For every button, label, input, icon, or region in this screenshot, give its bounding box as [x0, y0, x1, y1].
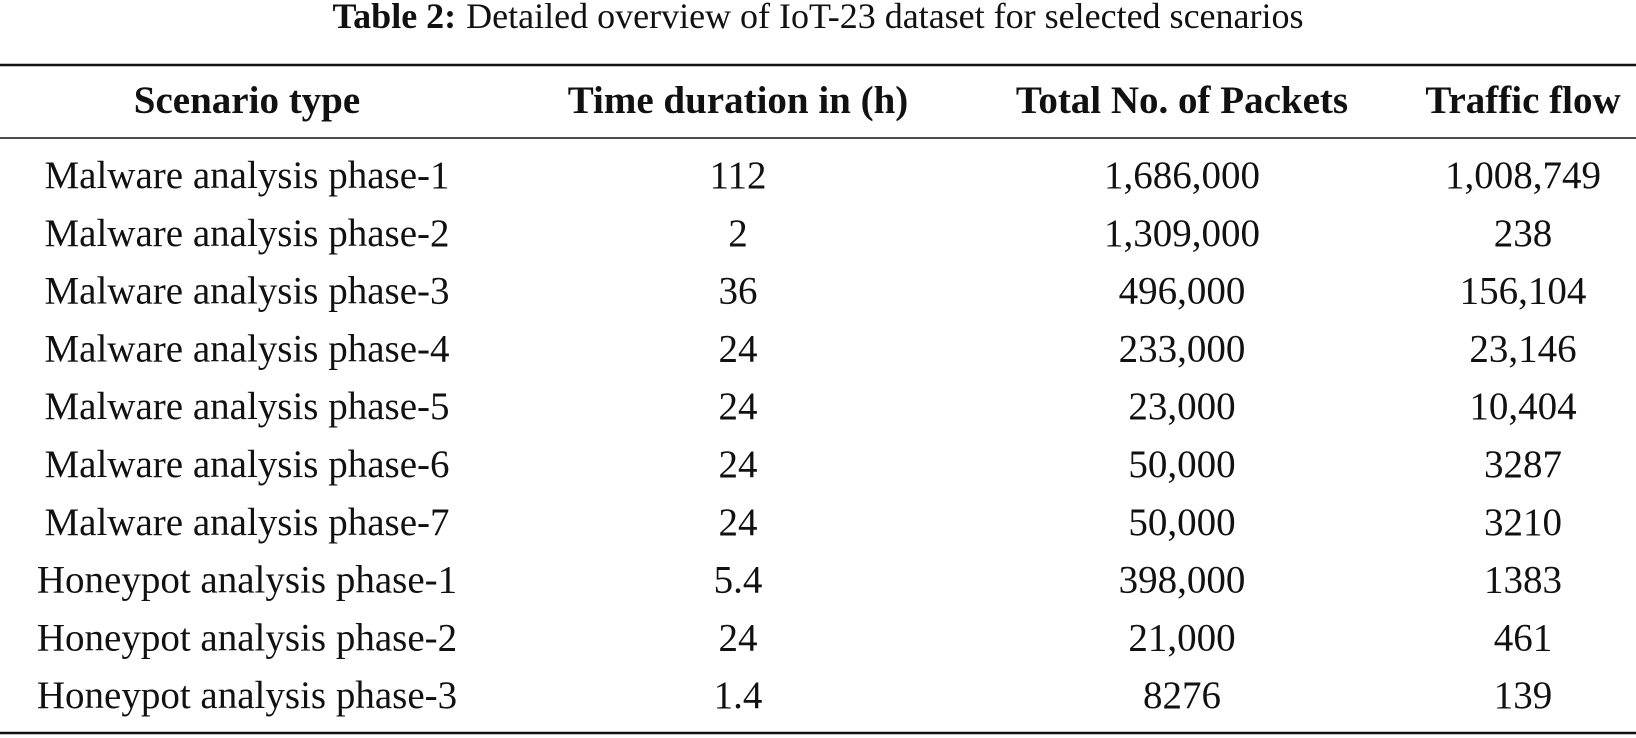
table-cell: 24	[719, 443, 758, 486]
table-cell: 398,000	[1119, 559, 1246, 602]
table-cell: 23,146	[1469, 327, 1576, 370]
header-cell: Traffic flow	[1425, 79, 1620, 122]
table-cell: 5.4	[714, 559, 763, 602]
caption-text: Detailed overview of IoT-23 dataset for …	[466, 0, 1303, 36]
table-cell: 238	[1494, 212, 1553, 255]
table-cell: 1.4	[714, 674, 763, 717]
table-cell: 8276	[1143, 674, 1221, 717]
caption-label: Table 2:	[332, 0, 456, 36]
table-cell: 1,008,749	[1445, 154, 1601, 197]
table-cell: 496,000	[1119, 270, 1246, 313]
table-cell: 24	[719, 327, 758, 370]
header-cell: Total No. of Packets	[1016, 79, 1348, 122]
table-cell: 112	[709, 154, 766, 197]
table-cell: 233,000	[1119, 327, 1246, 370]
table-cell: Malware analysis phase-2	[44, 212, 449, 255]
table-cell: 50,000	[1128, 501, 1235, 544]
table-cell: 24	[719, 385, 758, 428]
table-cell: 21,000	[1128, 616, 1235, 659]
table-cell: 36	[719, 270, 758, 313]
table-cell: 23,000	[1128, 385, 1235, 428]
table-cell: Malware analysis phase-6	[44, 443, 449, 486]
caption: Table 2: Detailed overview of IoT-23 data…	[332, 0, 1303, 36]
table-cell: 24	[719, 501, 758, 544]
table-cell: Honeypot analysis phase-3	[37, 674, 457, 717]
table-cell: 2	[728, 212, 748, 255]
table-cell: 461	[1494, 616, 1553, 659]
table-cell: Malware analysis phase-4	[44, 327, 449, 370]
header-cell: Time duration in (h)	[568, 79, 909, 122]
table-cell: 3287	[1484, 443, 1562, 486]
table-cell: 10,404	[1469, 385, 1576, 428]
table-cell: 3210	[1484, 501, 1562, 544]
table-cell: Malware analysis phase-5	[44, 385, 449, 428]
table-cell: 50,000	[1128, 443, 1235, 486]
table-cell: 1383	[1484, 559, 1562, 602]
table-cell: 1,309,000	[1104, 212, 1260, 255]
table-cell: 139	[1494, 674, 1553, 717]
table-cell: Honeypot analysis phase-2	[37, 616, 457, 659]
table-cell: 1,686,000	[1104, 154, 1260, 197]
table-cell: Malware analysis phase-7	[44, 501, 449, 544]
table-cell: Malware analysis phase-3	[44, 270, 449, 313]
header-cell: Scenario type	[134, 79, 360, 122]
table-cell: Malware analysis phase-1	[44, 154, 449, 197]
table-cell: Honeypot analysis phase-1	[37, 559, 457, 602]
table-cell: 24	[719, 616, 758, 659]
table-cell: 156,104	[1460, 270, 1587, 313]
